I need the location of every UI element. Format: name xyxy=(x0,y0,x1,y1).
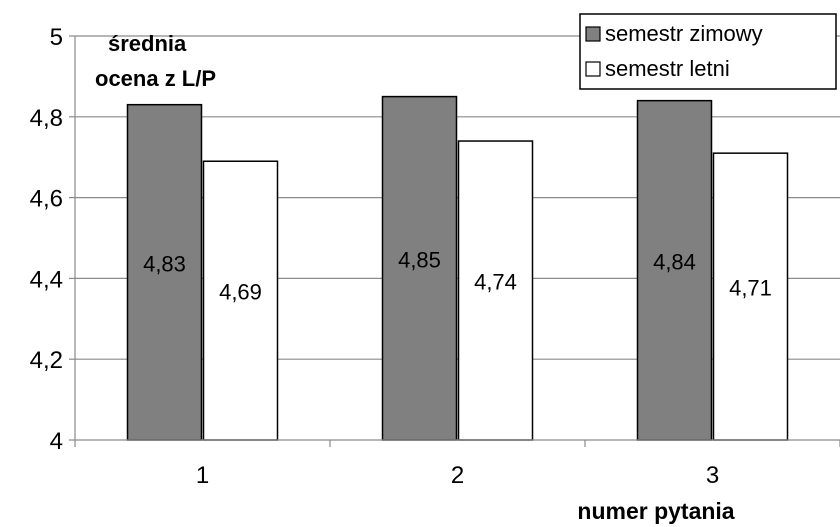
legend-swatch-semestr-letni xyxy=(585,61,601,77)
data-label: 4,74 xyxy=(474,270,517,295)
axes xyxy=(69,35,840,447)
gridlines xyxy=(75,35,840,360)
bar-series-2-cat-2 xyxy=(457,140,534,441)
bar-series-1-cat-2 xyxy=(381,95,458,441)
data-label: 4,69 xyxy=(219,280,262,305)
data-labels: 4,83 4,69 4,85 4,74 4,84 4,71 xyxy=(143,247,772,304)
bar-series-2-cat-3 xyxy=(712,152,789,441)
x-axis-title: numer pytania xyxy=(577,498,734,524)
y-axis-title-line-1: średnia xyxy=(108,31,187,56)
x-tick-label: 2 xyxy=(451,462,464,489)
legend: semestr zimowy semestr letni xyxy=(579,13,837,90)
legend-label-semestr-letni: semestr letni xyxy=(605,56,730,81)
y-tick-label: 4,8 xyxy=(30,105,63,132)
y-axis-title-line-2: ocena z L/P xyxy=(95,66,216,91)
y-tick-label: 4,2 xyxy=(30,347,63,374)
data-label: 4,71 xyxy=(729,276,772,301)
data-label: 4,83 xyxy=(143,251,186,276)
y-tick-label: 4 xyxy=(50,428,63,455)
data-label: 4,85 xyxy=(398,247,441,272)
x-tick-label: 3 xyxy=(706,462,719,489)
y-tick-label: 5 xyxy=(50,24,63,51)
legend-label-semestr-zimowy: semestr zimowy xyxy=(605,21,763,46)
bar-series-1-cat-3 xyxy=(636,99,713,441)
bars xyxy=(126,95,789,441)
data-label: 4,84 xyxy=(653,249,696,274)
y-tick-label: 4,6 xyxy=(30,186,63,213)
legend-box xyxy=(579,13,837,90)
x-tick-label: 1 xyxy=(196,462,209,489)
x-tick-labels: 1 2 3 xyxy=(196,462,719,489)
y-tick-labels: 4 4,2 4,4 4,6 4,8 5 xyxy=(30,24,63,455)
bar-series-1-cat-1 xyxy=(126,103,203,441)
y-tick-label: 4,4 xyxy=(30,266,63,293)
legend-swatch-semestr-zimowy xyxy=(585,26,601,42)
